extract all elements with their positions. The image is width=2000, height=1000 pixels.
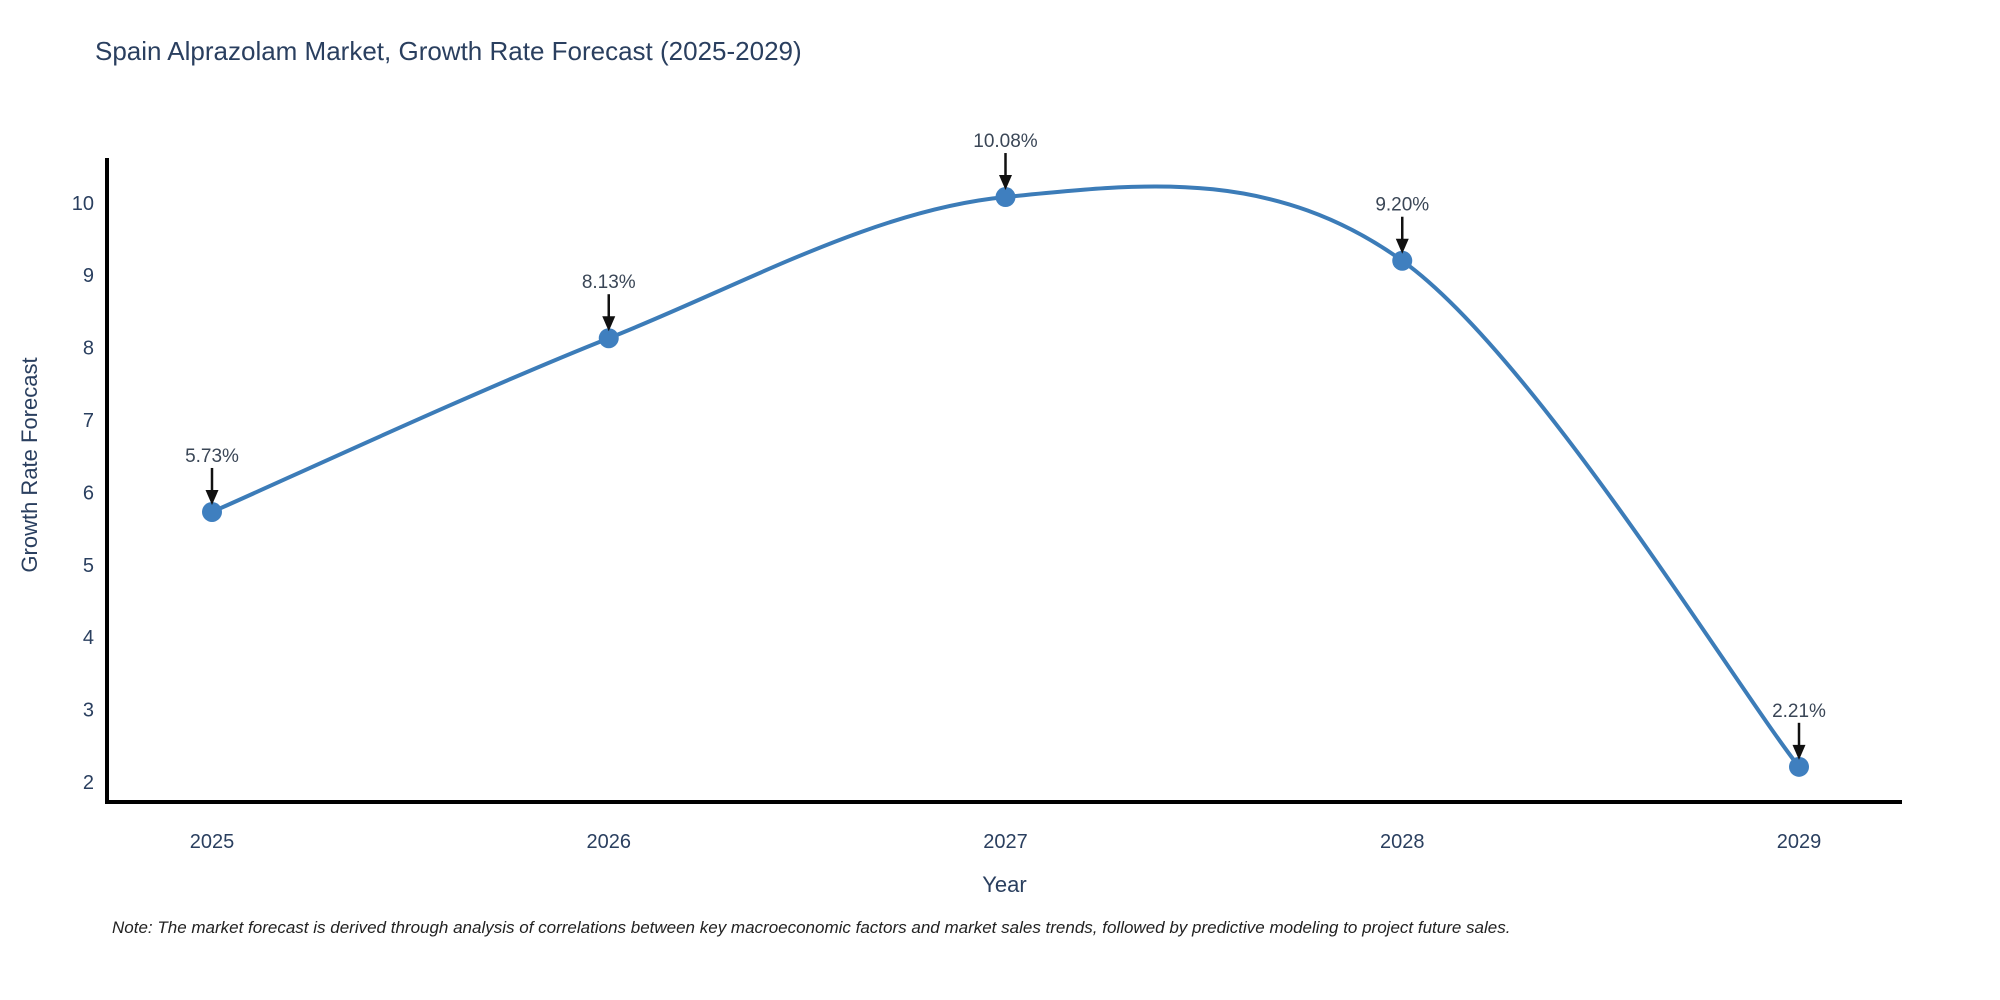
x-tick-label: 2028: [1380, 831, 1425, 853]
data-point-marker: [202, 501, 222, 522]
y-tick-label: 10: [72, 193, 94, 215]
forecast-line: [210, 184, 1801, 769]
annotation-arrowhead-icon: [999, 175, 1012, 191]
data-point-marker: [995, 187, 1016, 208]
point-label: 8.13%: [582, 272, 636, 293]
footnote: Note: The market forecast is derived thr…: [112, 918, 1511, 937]
point-label: 5.73%: [185, 446, 239, 467]
y-tick-label: 4: [83, 627, 94, 649]
annotation-arrowhead-icon: [1395, 238, 1409, 254]
annotation-arrowhead-icon: [602, 316, 616, 332]
x-tick-label: 2025: [190, 831, 235, 853]
y-tick-label: 7: [83, 410, 94, 432]
x-axis-title: Year: [982, 872, 1027, 897]
annotation-arrowhead-icon: [205, 489, 219, 505]
y-tick-label: 6: [83, 482, 94, 504]
chart-title: Spain Alprazolam Market, Growth Rate For…: [95, 36, 802, 66]
y-tick-label: 5: [83, 555, 94, 577]
y-tick-label: 3: [83, 700, 94, 722]
y-tick-label: 9: [83, 265, 94, 287]
y-tick-label: 2: [83, 772, 94, 794]
point-label: 9.20%: [1375, 195, 1429, 216]
point-label: 2.21%: [1772, 701, 1826, 722]
x-tick-label: 2027: [983, 831, 1028, 853]
data-point-marker: [1392, 250, 1413, 271]
data-point-marker: [598, 328, 619, 349]
x-tick-label: 2029: [1777, 831, 1822, 853]
point-label: 10.08%: [973, 131, 1038, 152]
x-tick-label: 2026: [587, 831, 632, 853]
data-point-marker: [1789, 756, 1809, 777]
annotation-arrowhead-icon: [1792, 744, 1806, 760]
y-tick-label: 8: [83, 338, 94, 360]
